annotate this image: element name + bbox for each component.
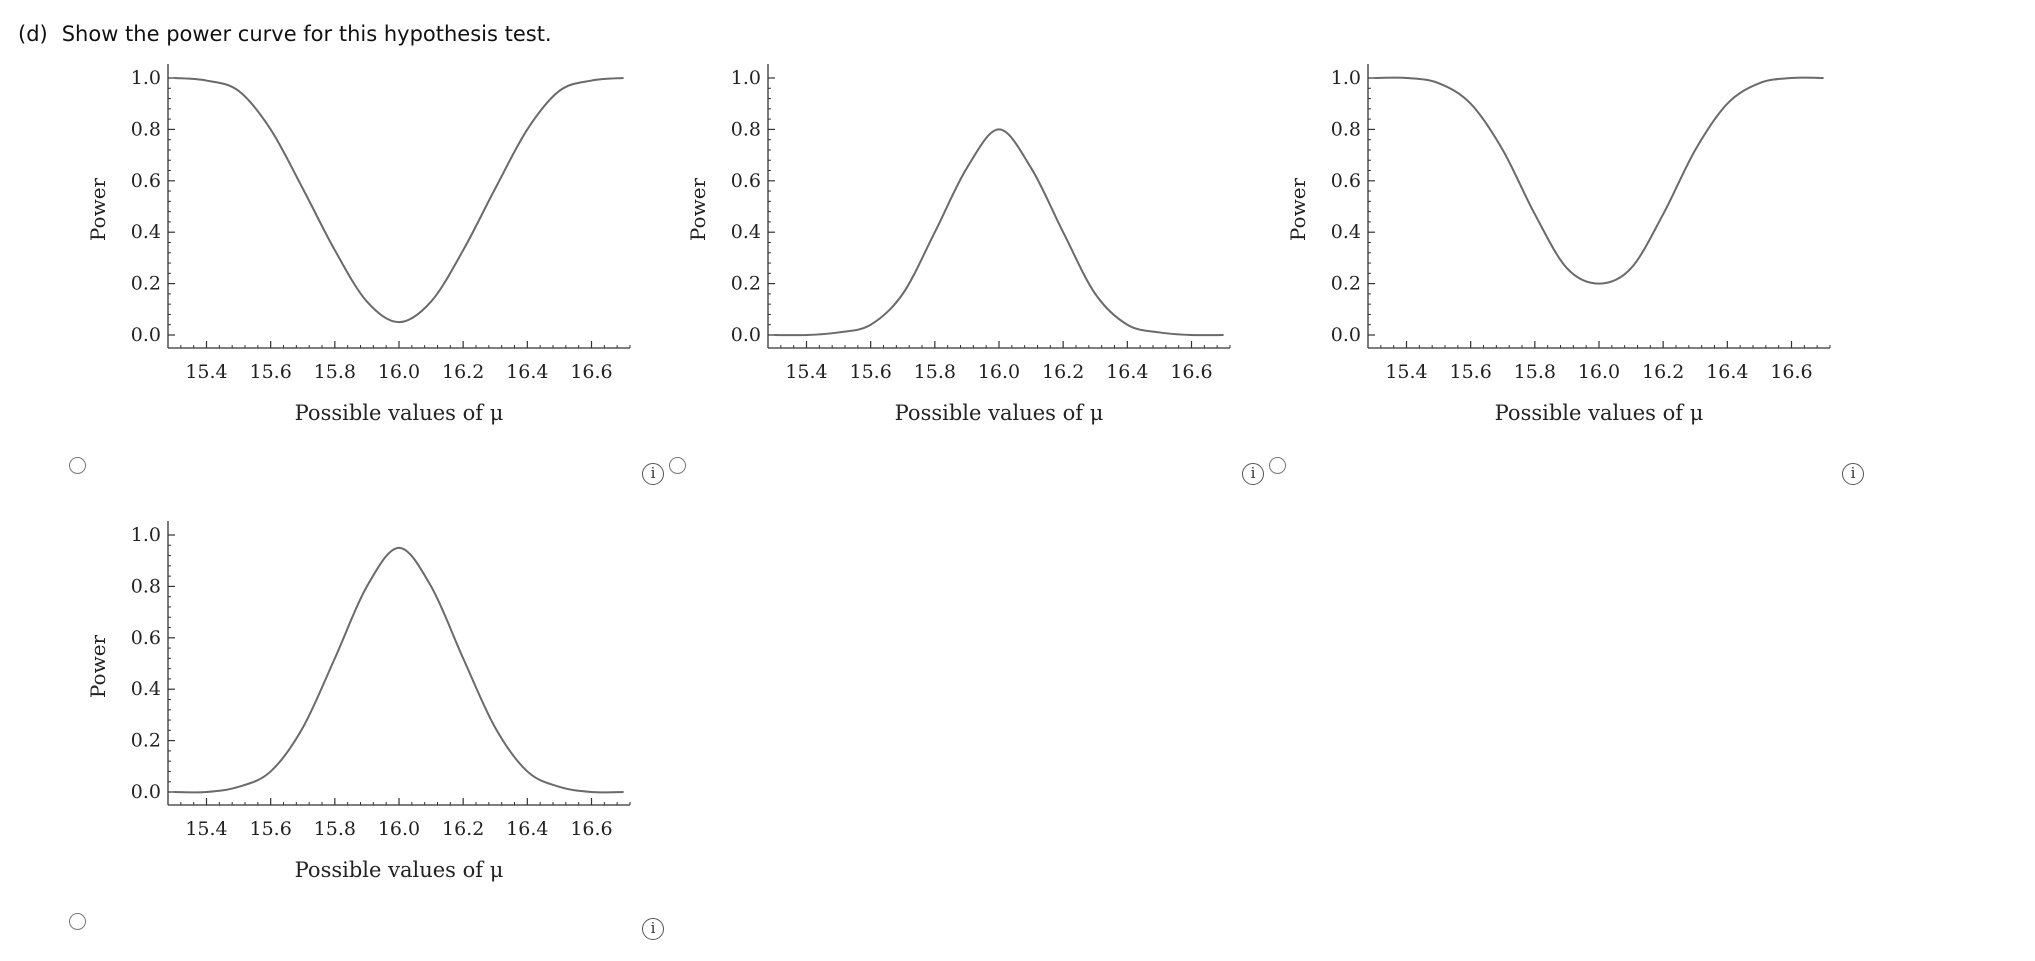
x-tick-label: 16.4: [506, 818, 548, 840]
x-tick-label: 16.6: [570, 361, 612, 383]
x-tick-label: 15.4: [185, 818, 227, 840]
x-tick-label: 16.6: [570, 818, 612, 840]
x-axis-title: Possible values of μ: [895, 401, 1104, 425]
x-tick-label: 16.2: [442, 361, 484, 383]
power-curve-line: [774, 128, 1224, 337]
power-curve-line: [174, 77, 624, 324]
y-tick-label: 1.0: [131, 524, 161, 546]
y-axis-title: Power: [86, 177, 110, 241]
y-tick-label: 0.8: [731, 118, 761, 140]
y-tick-label: 1.0: [731, 67, 761, 89]
x-tick-label: 16.2: [1042, 361, 1084, 383]
question-prompt: (d) Show the power curve for this hypothe…: [18, 22, 552, 46]
x-axis-title: Possible values of μ: [295, 401, 504, 425]
x-tick-label: 15.6: [850, 361, 892, 383]
x-tick-label: 16.6: [1770, 361, 1812, 383]
x-tick-label: 16.0: [378, 361, 420, 383]
power-curve-line: [174, 546, 624, 794]
x-tick-label: 15.8: [314, 818, 356, 840]
y-tick-label: 0.6: [731, 170, 761, 192]
x-tick-label: 16.6: [1170, 361, 1212, 383]
x-tick-label: 16.0: [378, 818, 420, 840]
power-curve-chart-option-3: 0.0 0.2 0.4 0.6 0.8 1.0 15.4 15.6 15.8 16.0 16.2 16…: [1286, 58, 1850, 425]
option-3-radio[interactable]: [1269, 457, 1286, 474]
y-tick-label: 1.0: [1331, 67, 1361, 89]
x-tick-label: 16.2: [1642, 361, 1684, 383]
info-icon[interactable]: i: [642, 463, 664, 485]
y-tick-label: 0.4: [1331, 221, 1361, 243]
y-tick-label: 0.8: [131, 575, 161, 597]
y-tick-label: 0.0: [131, 324, 161, 346]
x-tick-label: 15.4: [185, 361, 227, 383]
x-tick-label: 15.4: [1385, 361, 1427, 383]
y-tick-label: 0.6: [131, 627, 161, 649]
x-tick-label: 16.4: [506, 361, 548, 383]
x-axis-title: Possible values of μ: [1495, 401, 1704, 425]
y-tick-label: 0.2: [731, 273, 761, 295]
y-tick-label: 0.0: [1331, 324, 1361, 346]
power-curve-svg: 0.0 0.2 0.4 0.6 0.8 1.0 15.4 15.6 15.8 16.0 16.2 16…: [686, 64, 1231, 425]
y-tick-label: 0.2: [1331, 273, 1361, 295]
info-icon[interactable]: i: [1242, 463, 1264, 485]
y-tick-label: 0.2: [131, 273, 161, 295]
y-tick-label: 1.0: [131, 67, 161, 89]
x-tick-label: 15.4: [785, 361, 827, 383]
y-axis-title: Power: [686, 177, 710, 241]
x-tick-label: 15.8: [1514, 361, 1556, 383]
power-curve-chart-option-4: 0.0 0.2 0.4 0.6 0.8 1.0 15.4 15.6 15.8 16.0 16.2 16…: [86, 515, 650, 882]
y-tick-label: 0.6: [131, 170, 161, 192]
option-1-radio[interactable]: [69, 457, 86, 474]
x-tick-label: 15.8: [914, 361, 956, 383]
y-tick-label: 0.4: [131, 221, 161, 243]
option-4-radio[interactable]: [69, 913, 86, 930]
x-tick-label: 15.8: [314, 361, 356, 383]
power-curve-svg: 0.0 0.2 0.4 0.6 0.8 1.0 15.4 15.6 15.8 16.0 16.2 16…: [86, 521, 631, 882]
y-axis-title: Power: [1286, 177, 1310, 241]
x-tick-label: 15.6: [250, 818, 292, 840]
y-axis-title: Power: [86, 634, 110, 698]
power-curve-svg: 0.0 0.2 0.4 0.6 0.8 1.0 15.4 15.6 15.8 16.0 16.2 16…: [1286, 64, 1831, 425]
x-tick-label: 16.0: [978, 361, 1020, 383]
x-tick-label: 15.6: [1450, 361, 1492, 383]
y-tick-label: 0.4: [131, 678, 161, 700]
x-axis-title: Possible values of μ: [295, 858, 504, 882]
option-2-radio[interactable]: [669, 457, 686, 474]
y-tick-label: 0.2: [131, 730, 161, 752]
x-tick-label: 16.4: [1106, 361, 1148, 383]
info-icon[interactable]: i: [1842, 463, 1864, 485]
x-tick-label: 16.4: [1706, 361, 1748, 383]
y-tick-label: 0.0: [131, 781, 161, 803]
power-curve-chart-option-1: 0.0 0.2 0.4 0.6 0.8 1.0 15.4 15.6 15.8 16.0 16.2 16…: [86, 58, 650, 425]
y-tick-label: 0.6: [1331, 170, 1361, 192]
x-tick-label: 15.6: [250, 361, 292, 383]
power-curve-chart-option-2: 0.0 0.2 0.4 0.6 0.8 1.0 15.4 15.6 15.8 16.0 16.2 16…: [686, 58, 1250, 425]
question-part-label: (d): [18, 22, 48, 46]
x-tick-label: 16.0: [1578, 361, 1620, 383]
y-tick-label: 0.0: [731, 324, 761, 346]
power-curve-line: [1374, 76, 1824, 285]
power-curve-svg: 0.0 0.2 0.4 0.6 0.8 1.0 15.4 15.6 15.8 16.0 16.2 16…: [86, 64, 631, 425]
info-icon[interactable]: i: [642, 918, 664, 940]
y-tick-label: 0.8: [131, 118, 161, 140]
question-text: Show the power curve for this hypothesis…: [61, 22, 552, 46]
x-tick-label: 16.2: [442, 818, 484, 840]
y-tick-label: 0.4: [731, 221, 761, 243]
y-tick-label: 0.8: [1331, 118, 1361, 140]
